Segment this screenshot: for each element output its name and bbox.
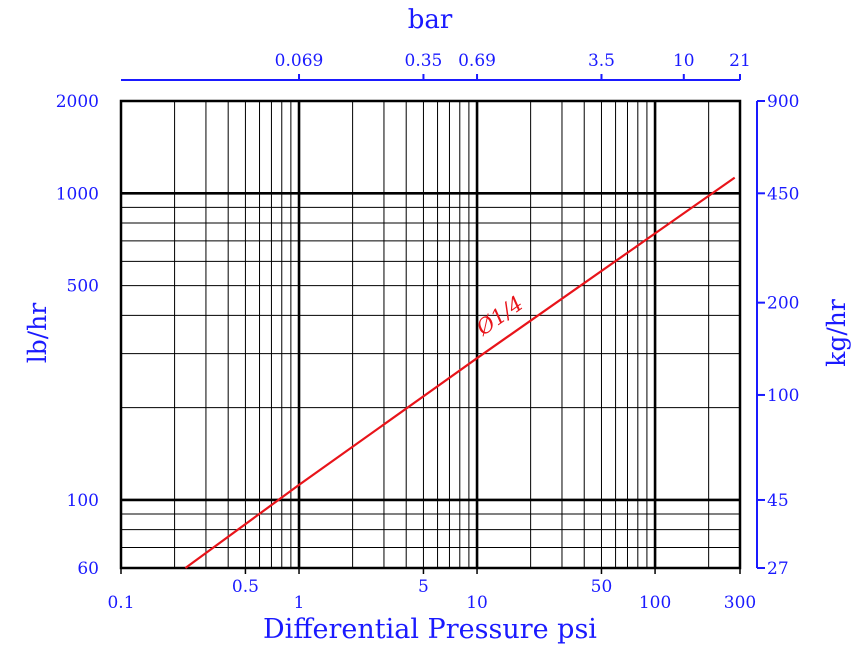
y-tick-label: 60 <box>77 559 99 579</box>
x-axis-title: Differential Pressure psi <box>263 614 597 645</box>
series-layer <box>184 176 736 569</box>
top-tick-label: 0.69 <box>458 51 496 71</box>
top-axis-title: bar <box>408 5 453 35</box>
x-tick-label: 0.5 <box>232 577 259 597</box>
y-tick-label: 2000 <box>56 92 99 112</box>
top-tick-label: 10 <box>673 51 695 71</box>
y-tick-label: 1000 <box>56 184 99 204</box>
top-tick-label: 3.5 <box>588 51 615 71</box>
plot-frame <box>119 99 742 570</box>
top-tick-label: 0.35 <box>405 51 443 71</box>
right-tick-label: 100 <box>767 386 799 406</box>
right-tick-label: 45 <box>767 491 789 511</box>
x-tick-label: 5 <box>418 577 429 597</box>
right-tick-label: 27 <box>767 559 789 579</box>
left-ticks: 60 100 500 1000 2000 <box>56 92 99 579</box>
y-tick-label: 100 <box>67 491 99 511</box>
right-axis: 27 45 100 200 450 900 <box>756 92 799 579</box>
top-axis: 0.069 0.35 0.69 3.5 10 21 <box>121 51 751 81</box>
x-tick-label: 0.1 <box>107 593 134 613</box>
right-tick-label: 900 <box>767 92 799 112</box>
x-tick-label: 10 <box>466 593 488 613</box>
x-tick-label: 300 <box>724 593 756 613</box>
x-tick-label: 100 <box>639 593 671 613</box>
y-axis-title: lb/hr <box>23 303 52 364</box>
x-tick-label: 1 <box>294 593 305 613</box>
x-tick-label: 50 <box>591 577 613 597</box>
top-tick-label: 0.069 <box>275 51 324 71</box>
grid-minor <box>121 101 740 568</box>
series-label: Ø1/4 <box>471 291 527 341</box>
top-tick-label: 21 <box>729 51 751 71</box>
right-tick-label: 200 <box>767 294 799 314</box>
bottom-ticks: 0.1 0.5 1 5 10 50 100 300 <box>107 568 756 613</box>
right-tick-label: 450 <box>767 184 799 204</box>
y-tick-label: 500 <box>67 277 99 297</box>
grid-major <box>121 101 740 568</box>
series-line <box>184 176 736 569</box>
right-axis-title: kg/hr <box>822 299 851 367</box>
